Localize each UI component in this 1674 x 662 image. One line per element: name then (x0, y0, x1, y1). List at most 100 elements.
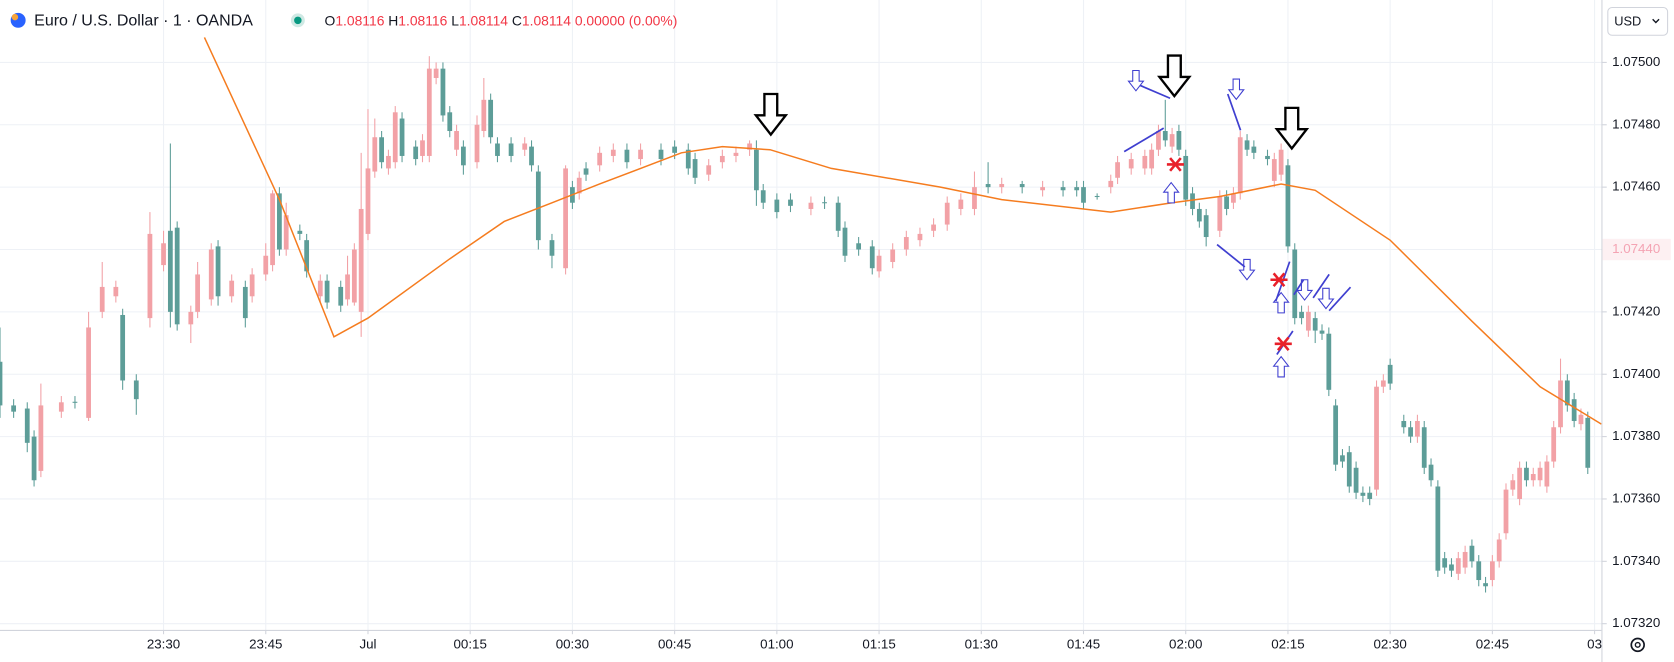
candle-body (399, 118, 405, 156)
candle-body (242, 286, 248, 319)
candle-body (1442, 558, 1448, 568)
candle-body (215, 246, 221, 297)
candle-body (1237, 137, 1243, 194)
x-tick-label: Jul (359, 636, 376, 651)
candle-body (24, 408, 30, 443)
trend-line (1274, 261, 1291, 302)
candle-body (1169, 134, 1175, 147)
candle-body (426, 68, 432, 156)
candle-body (1176, 131, 1182, 150)
candle-body (1217, 196, 1223, 231)
trend-line (1216, 243, 1246, 268)
x-tick-label: 02:00 (1169, 636, 1202, 651)
candle-body (685, 149, 691, 169)
price-label: 1.07440 (1612, 241, 1660, 256)
candle-body (1435, 486, 1441, 571)
trend-line (1293, 279, 1305, 296)
x-tick-label: 01:30 (965, 636, 998, 651)
candle-body (1271, 159, 1277, 181)
currency-button[interactable]: USD (1607, 6, 1669, 36)
down-arrow (1127, 69, 1145, 92)
y-tick-label: 1.07420 (1612, 303, 1660, 318)
symbol-icon-flag (11, 13, 19, 21)
candle-body (624, 149, 630, 163)
candle-body (576, 177, 582, 194)
change-value: 0.00000 (0.00%) (575, 12, 677, 28)
candle-body (1203, 215, 1209, 238)
trend-lines (1123, 84, 1352, 355)
candle-body (944, 202, 950, 225)
candle-body (1367, 492, 1373, 499)
candle-body (1469, 545, 1475, 562)
x-tick-label: 23:30 (147, 636, 180, 651)
ohlc-value: 1.08116 (335, 12, 384, 28)
candle-body (1530, 474, 1536, 481)
candle-body (1224, 196, 1229, 209)
candle-body (1305, 311, 1311, 331)
candle-body (1455, 558, 1461, 574)
trend-line (1312, 273, 1330, 299)
candle-body (195, 274, 201, 312)
candle-body (1299, 311, 1304, 319)
candle-body (754, 149, 759, 191)
candle-body (31, 436, 37, 481)
up-arrow (1162, 181, 1180, 204)
candle-body (1183, 155, 1189, 200)
grid (0, 0, 1602, 630)
axes: 1.07320 1.07340 1.07360 1.07380 1.07400 1.074… (147, 54, 1671, 651)
candle-body (658, 149, 664, 160)
candle-body (774, 199, 780, 213)
gear-icon-center[interactable] (1634, 641, 1641, 648)
dropdown-caret[interactable] (1652, 18, 1660, 24)
x-tick-label: 02:30 (1373, 636, 1406, 651)
candle-body (474, 124, 480, 163)
candle-body (1319, 330, 1325, 334)
candle-body (297, 230, 303, 234)
candle-body (1483, 583, 1488, 587)
candle-body (372, 137, 378, 172)
candle-body (338, 286, 344, 306)
candle-body (1476, 561, 1482, 581)
candle-body (433, 68, 439, 78)
candle-body (822, 202, 827, 204)
settings-button[interactable] (1630, 637, 1645, 653)
candle-body (447, 112, 453, 132)
y-tick-label: 1.07360 (1612, 490, 1660, 505)
symbol-title: Euro / U.S. Dollar · 1 · OANDA (34, 13, 253, 30)
gear-icon[interactable] (1630, 637, 1645, 653)
x-tick-label: 00:45 (658, 636, 691, 651)
candle-body (99, 286, 105, 312)
candle-body (1340, 455, 1345, 462)
star (1274, 336, 1292, 352)
candle-body (747, 143, 752, 150)
candle-body (1462, 551, 1468, 568)
candle-body (147, 233, 153, 319)
candle-body (890, 249, 896, 262)
y-tick-label: 1.07380 (1612, 428, 1660, 443)
candle-body (1285, 165, 1291, 247)
y-tick-label: 1.07400 (1612, 366, 1660, 381)
candle-body (1333, 405, 1339, 465)
candle-body (876, 255, 882, 272)
candle-body (317, 280, 323, 297)
x-tick-label: 01:15 (862, 636, 895, 651)
candle-body (1564, 380, 1570, 406)
star (1166, 157, 1184, 172)
candle-body (270, 193, 275, 266)
candle-body (1571, 399, 1577, 422)
candle-body (583, 168, 589, 175)
candle-body (113, 286, 119, 297)
candle-body (1496, 539, 1502, 562)
candle-body (999, 184, 1005, 188)
candle-body (535, 171, 541, 241)
x-tick-label: 01:45 (1067, 636, 1100, 651)
currency-label[interactable]: USD (1614, 13, 1641, 28)
x-tick-label: 01:00 (760, 636, 793, 651)
candle-body (345, 274, 350, 300)
x-tick-label: 00:30 (556, 636, 589, 651)
blue-arrows (1127, 69, 1335, 378)
currency-button-box[interactable] (1607, 6, 1669, 36)
candle-body (283, 215, 289, 250)
candle-body (706, 165, 712, 175)
